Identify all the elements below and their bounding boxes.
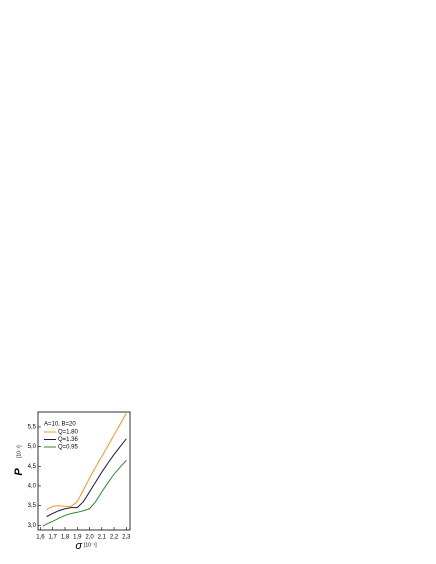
x-tick-label: 1,9	[73, 535, 82, 541]
y-tick-label: 5,0	[28, 444, 37, 450]
x-tick-label: 1,6	[36, 535, 45, 541]
x-tick-label: 2,0	[85, 535, 94, 541]
x-tick-label: 1,8	[61, 535, 70, 541]
y-label: P	[13, 468, 25, 476]
x-label: σ	[75, 540, 82, 552]
y-tick-label: 3,5	[28, 503, 37, 509]
y-tick-label: 4,5	[28, 464, 37, 470]
series-line	[42, 460, 127, 527]
x-tick-label: 2,3	[122, 535, 131, 541]
y-tick-label: 4,0	[28, 484, 37, 490]
x-tick-label: 2,1	[98, 535, 107, 541]
y-tick-label: 3,0	[28, 523, 37, 529]
legend-label: Q=1.80	[58, 430, 79, 436]
x-tick-label: 1,7	[49, 535, 58, 541]
y-unit: [10⁻²]	[16, 445, 22, 458]
legend-label: Q=1.36	[58, 437, 79, 443]
y-tick-label: 5,5	[28, 425, 37, 431]
x-unit: [10⁻¹]	[84, 542, 97, 548]
annotation: A=10, B=20	[44, 422, 76, 428]
legend-label: Q=0.95	[58, 445, 79, 451]
plot-frame	[37, 411, 131, 531]
series-line	[46, 438, 127, 518]
series-line	[46, 412, 127, 510]
x-tick-label: 2,2	[110, 535, 119, 541]
